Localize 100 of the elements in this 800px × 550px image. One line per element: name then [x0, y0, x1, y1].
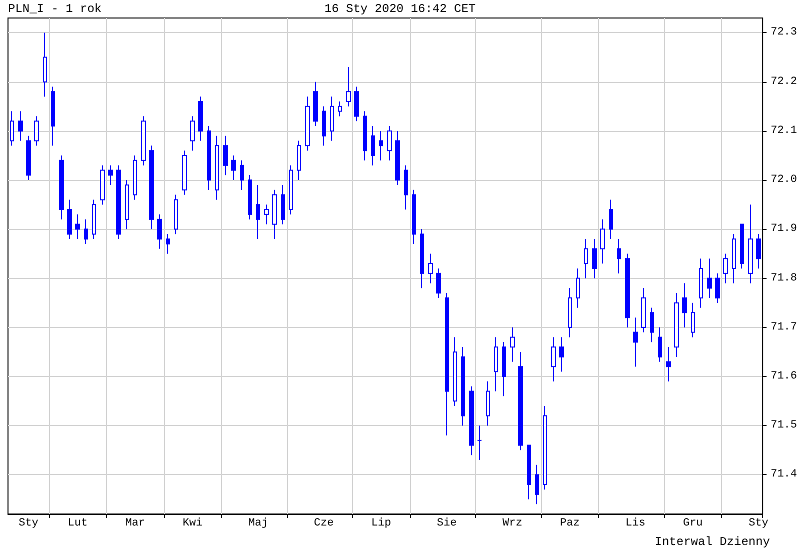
candlestick — [543, 405, 547, 490]
candlestick — [363, 110, 367, 161]
candlestick — [182, 150, 187, 196]
candlestick — [190, 116, 195, 152]
candlestick — [576, 268, 580, 308]
candlestick — [346, 66, 351, 107]
x-tick-label: Gru — [682, 518, 703, 530]
y-tick-label: 72.1 — [770, 124, 798, 137]
candlestick — [486, 380, 490, 426]
candlestick — [43, 32, 47, 98]
candlestick — [84, 218, 88, 244]
x-tick-label: Mar — [125, 518, 146, 530]
candlestick — [412, 189, 416, 244]
candlestick — [157, 214, 162, 250]
y-tick-label: 71.8 — [770, 272, 797, 284]
y-tick-label: 72.0 — [770, 174, 797, 186]
candlestick — [92, 199, 96, 240]
candlestick — [387, 126, 392, 161]
x-tick-label: Wrz — [502, 518, 522, 530]
x-tick-label: Sty — [748, 518, 769, 530]
candlestick — [641, 288, 646, 333]
candlestick — [10, 110, 14, 146]
y-tick-label: 71.6 — [770, 370, 797, 382]
candlestick — [404, 164, 408, 210]
candlestick — [559, 336, 564, 372]
y-tick-label: 71.5 — [770, 420, 797, 432]
candlestick — [379, 130, 383, 161]
candlestick — [756, 234, 761, 269]
candlestick — [133, 155, 137, 200]
candlestick — [715, 272, 720, 304]
candlestick — [149, 145, 154, 230]
x-tick-label: Maj — [248, 518, 268, 530]
chart-subtitle: 16 Sty 2020 16:42 CET — [324, 2, 476, 16]
candlestick — [428, 253, 433, 284]
candlestick — [633, 317, 638, 368]
candlestick — [108, 164, 113, 186]
candlestick — [650, 307, 654, 343]
candlestick — [59, 155, 64, 220]
x-tick-label: Lis — [626, 518, 646, 530]
candlestick — [691, 302, 695, 338]
candlestick — [297, 140, 301, 181]
candlestick — [313, 81, 318, 127]
candlestick — [609, 199, 613, 240]
candlestick — [18, 110, 23, 142]
candlestick — [281, 184, 285, 225]
candlestick — [231, 155, 236, 181]
candlestick — [371, 126, 375, 166]
candlestick — [338, 100, 342, 117]
candlestick — [125, 180, 129, 230]
candlestick — [600, 218, 605, 264]
candlestick — [198, 96, 203, 142]
candlestick — [699, 258, 703, 308]
candlestick — [67, 199, 72, 240]
candlestick — [207, 126, 211, 190]
candlestick — [723, 253, 728, 284]
candlestick — [395, 130, 400, 186]
candlestick — [527, 444, 531, 500]
candlestick — [256, 184, 260, 240]
candlestick — [289, 164, 293, 215]
x-tick-label: Sty — [18, 518, 39, 530]
candlestick — [420, 228, 424, 289]
candlestick — [535, 464, 539, 505]
candlestick — [625, 253, 630, 328]
candlestick — [75, 214, 80, 240]
candlestick — [682, 282, 687, 328]
candlestick — [707, 258, 712, 298]
candlestick — [26, 135, 31, 181]
x-tick-label: Paz — [560, 518, 580, 530]
candlestick — [740, 224, 744, 269]
candlestick — [215, 135, 219, 200]
candlestick — [592, 238, 597, 279]
candlestick — [510, 326, 515, 362]
candlestick — [272, 189, 277, 240]
candlestick — [658, 326, 662, 362]
candlestick — [330, 96, 334, 142]
candlestick — [445, 292, 449, 436]
candlestick — [248, 174, 252, 220]
y-tick-label: 71.9 — [770, 223, 797, 236]
candlestick — [551, 336, 556, 382]
y-tick-label: 72.3 — [770, 26, 797, 39]
candlestick — [674, 292, 679, 358]
candlestick — [322, 106, 326, 146]
candlestick — [436, 268, 441, 298]
candlestick — [748, 204, 753, 284]
x-tick-label: Lut — [68, 518, 88, 530]
x-tick-label: Lip — [371, 518, 392, 530]
candlestick — [264, 204, 269, 225]
candlestick — [305, 96, 310, 152]
candlestick — [469, 386, 474, 456]
text: Interwal Dzienny — [654, 535, 770, 549]
candlestick — [732, 234, 736, 284]
y-tick-label: 71.7 — [770, 321, 797, 334]
chart-title: PLN_I - 1 rok — [8, 2, 102, 16]
candlestick — [174, 194, 178, 235]
x-tick-label: Sie — [436, 518, 457, 530]
candlestick — [453, 336, 457, 406]
candlestick — [116, 164, 121, 240]
candlestick — [240, 160, 244, 190]
candlestick — [666, 346, 671, 382]
candlestick — [494, 336, 498, 392]
